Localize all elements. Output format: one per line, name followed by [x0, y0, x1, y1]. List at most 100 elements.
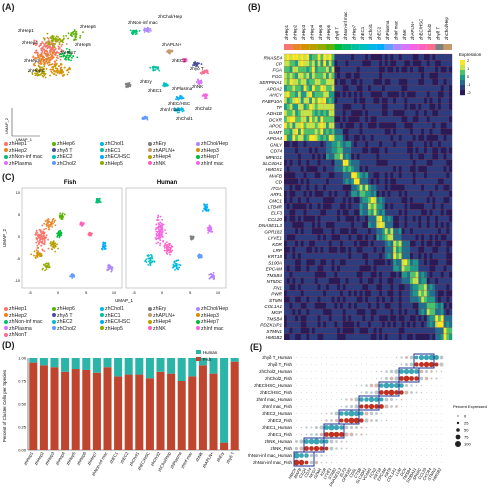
heatmap-cell — [432, 109, 436, 117]
heatmap-cell — [435, 333, 439, 340]
heatmap-cell — [314, 178, 318, 185]
umap-a-point — [200, 63, 203, 65]
heatmap-cell — [440, 271, 444, 278]
bar-human — [50, 358, 59, 368]
heatmap-cell — [384, 221, 388, 229]
bar-fish — [145, 378, 154, 450]
heatmap-cell — [292, 221, 296, 229]
bar-human — [92, 358, 101, 373]
heatmap-cell — [295, 246, 299, 254]
legend-swatch — [100, 326, 104, 331]
heatmap-cell — [342, 172, 346, 179]
heatmap-cell — [345, 97, 349, 104]
legend-label: zhγδ T — [57, 147, 73, 154]
legend-item: zhAPLN+ — [148, 148, 175, 154]
heatmap-cell — [314, 209, 318, 216]
heatmap-cell — [382, 190, 385, 198]
umap-c-point — [38, 253, 41, 256]
heatmap-cell — [421, 128, 425, 135]
dotplot-dot — [360, 391, 363, 394]
heatmap-cell — [370, 246, 374, 254]
umap-c-point — [59, 231, 62, 234]
heatmap-cell — [340, 128, 343, 135]
heatmap-cell — [435, 221, 439, 229]
heatmap-cell — [314, 141, 318, 148]
heatmap-cell — [334, 308, 338, 316]
heatmap-cell — [412, 221, 416, 229]
umap-c-point — [165, 246, 168, 249]
heatmap-cell — [418, 97, 422, 104]
heatmap-cell — [393, 259, 397, 266]
heatmap-cell — [314, 85, 318, 92]
heatmap-cell — [443, 60, 447, 67]
umap-c-ytick: -5 — [17, 257, 20, 261]
umap-c-xtick: -5 — [28, 291, 31, 295]
dotplot-dot — [441, 385, 442, 386]
heatmap-cell — [421, 221, 425, 229]
umap-c-point — [161, 218, 164, 221]
heatmap-cell — [418, 277, 422, 285]
heatmap-cell — [396, 178, 399, 185]
heatmap-cell — [396, 271, 399, 278]
umap-a-cluster-label: zhEC/HSC — [168, 101, 191, 106]
umap-a-point — [51, 57, 54, 60]
heatmap-cell — [348, 178, 352, 185]
heatmap-cell — [306, 91, 310, 98]
legend-item: zhChol1 — [100, 306, 124, 312]
heatmap-cell — [309, 178, 313, 185]
heatmap-cell — [418, 246, 422, 254]
heatmap-cell — [393, 203, 397, 210]
umap-a-point — [61, 40, 64, 43]
heatmap-column-label: zhHep4 — [309, 24, 314, 40]
heatmap-cell — [306, 66, 310, 73]
dotplot-dot — [430, 377, 433, 380]
heatmap-cell — [337, 290, 341, 297]
heatmap-cell — [398, 315, 402, 322]
heatmap-cell — [376, 271, 380, 278]
umap-c-point — [110, 268, 113, 271]
heatmap-cell — [284, 109, 287, 117]
heatmap-cell — [298, 172, 301, 179]
heatmap-cell — [390, 66, 394, 73]
heatmap-cell — [410, 85, 413, 92]
umap-c-point — [79, 223, 82, 226]
heatmap-cell — [401, 122, 405, 129]
umap-c-point — [158, 225, 160, 227]
heatmap-cell — [348, 109, 352, 117]
heatmap-cell — [289, 165, 293, 173]
heatmap-cell — [396, 85, 399, 92]
heatmap-cell — [323, 271, 327, 278]
heatmap-cell — [432, 165, 436, 173]
heatmap-cell — [379, 234, 383, 241]
umap-c-point — [209, 273, 212, 276]
heatmap-cell — [289, 203, 293, 210]
heatmap-cell — [440, 60, 444, 67]
heatmap-cell — [286, 333, 290, 340]
heatmap-cell — [365, 103, 369, 111]
heatmap-cell — [379, 178, 383, 185]
heatmap-cell — [356, 240, 360, 247]
heatmap-cell — [300, 153, 304, 160]
heatmap-cell — [390, 209, 394, 216]
heatmap-cell — [317, 246, 321, 254]
heatmap-cell — [284, 203, 287, 210]
heatmap-cell — [396, 284, 399, 291]
heatmap-gene-label: CMC1 — [269, 198, 282, 203]
heatmap-cell — [286, 178, 290, 185]
dotplot-dot — [399, 383, 404, 388]
heatmap-cell — [362, 246, 366, 254]
heatmap-cell — [382, 147, 385, 154]
heatmap-cell — [359, 190, 363, 198]
legend-label: zhHep1 — [9, 306, 27, 312]
dotplot-dot — [421, 399, 422, 400]
heatmap-cell — [438, 172, 441, 179]
heatmap-cell — [303, 178, 307, 185]
heatmap-cell — [370, 321, 374, 328]
heatmap-cell — [376, 203, 380, 210]
umap-a-point — [67, 71, 70, 74]
umap-c-point — [151, 257, 154, 260]
heatmap-cell — [320, 277, 324, 285]
expression-legend-swatch — [460, 90, 465, 96]
heatmap-cell — [323, 265, 327, 272]
heatmap-cell — [331, 234, 335, 241]
